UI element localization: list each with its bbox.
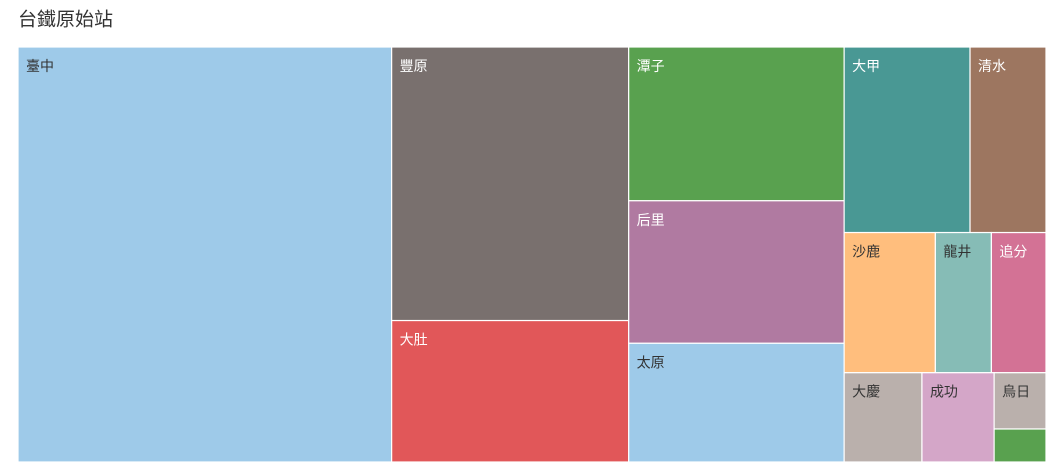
treemap-cell	[843, 46, 971, 234]
cell-label: 清水	[978, 59, 1006, 75]
cell-label: 追分	[999, 245, 1027, 261]
cell-label: 豐原	[400, 59, 428, 75]
cell-label: 大甲	[852, 59, 880, 75]
treemap-cell	[969, 46, 1047, 234]
cell-label: 潭子	[637, 58, 665, 75]
cell-label: 成功	[930, 385, 958, 401]
treemap-cell	[993, 428, 1047, 463]
treemap-cell	[391, 46, 630, 322]
treemap-cell	[934, 231, 993, 374]
treemap-cell	[843, 372, 923, 463]
treemap-cell	[628, 200, 845, 344]
treemap-cell	[628, 46, 845, 202]
cell-label: 臺中	[26, 59, 54, 75]
treemap-cell	[17, 46, 393, 463]
cell-label: 大慶	[852, 385, 880, 401]
cell-label: 太原	[637, 355, 665, 371]
cell-label: 烏日	[1002, 384, 1030, 401]
cell-label: 大肚	[400, 333, 428, 349]
treemap-cell	[993, 372, 1047, 430]
cell-label: 龍井	[943, 244, 971, 261]
cell-label: 沙鹿	[852, 244, 880, 261]
chart-title: 台鐵原始站	[18, 9, 113, 31]
treemap-cell	[391, 319, 630, 463]
cell-label: 后里	[637, 213, 665, 229]
treemap-cell	[628, 342, 845, 463]
